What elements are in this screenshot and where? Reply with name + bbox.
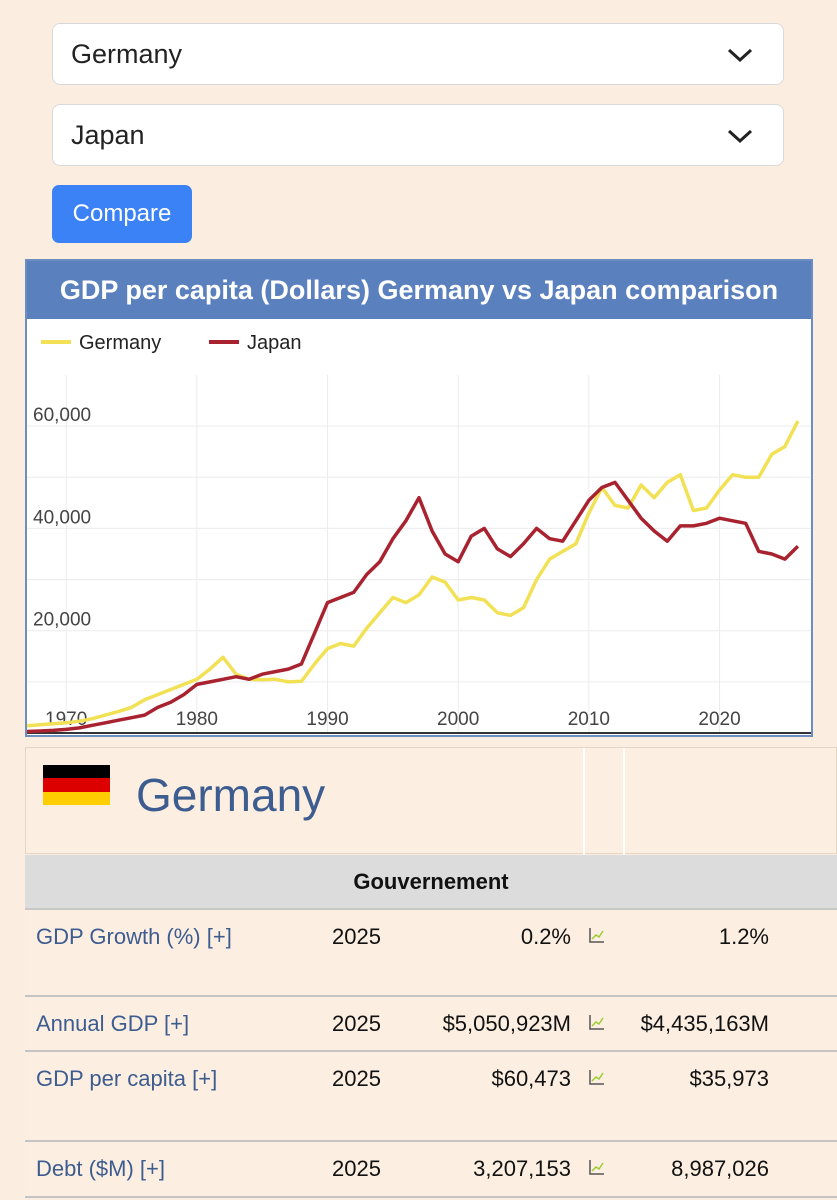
indicators-table: Gouvernement GDP Growth (%) [+] 2025 0.2…	[25, 855, 837, 1198]
x-tick-label: 1980	[176, 709, 218, 730]
row-label-link[interactable]: GDP per capita [+]	[25, 1051, 332, 1142]
country-card: Germany	[25, 747, 837, 855]
row-label-link[interactable]: Annual GDP [+]	[25, 996, 332, 1052]
table-header: Gouvernement	[25, 855, 837, 909]
x-tick-label: 2020	[698, 709, 740, 730]
japan-value: 8,987,026	[622, 1141, 770, 1198]
germany-value: $60,473	[402, 1051, 572, 1142]
table-header-label: Gouvernement	[353, 868, 509, 894]
chart-title: GDP per capita (Dollars) Germany vs Japa…	[27, 261, 811, 319]
x-tick-label: 2010	[568, 709, 610, 730]
country-select-2[interactable]: Japan	[52, 104, 784, 166]
germany-value: 0.2%	[402, 909, 572, 997]
legend-label: Japan	[247, 332, 302, 354]
country-select-1-value: Germany	[71, 39, 183, 69]
y-tick-label: 40,000	[33, 507, 91, 528]
table-row: Annual GDP [+] 2025 $5,050,923M $4,435,1…	[25, 996, 837, 1052]
flag-stripe	[43, 765, 110, 779]
country-select-1[interactable]: Germany	[52, 23, 784, 85]
japan-value: 1.2%	[622, 909, 770, 997]
japan-value: $4,435,163M	[622, 996, 770, 1052]
country-name: Germany	[136, 769, 326, 821]
germany-value: 3,207,153	[402, 1141, 572, 1198]
country-select-2-value: Japan	[71, 120, 145, 150]
mini-chart-icon[interactable]	[572, 909, 622, 997]
series-line-germany	[27, 420, 800, 728]
table-row: Debt ($M) [+] 2025 3,207,153 8,987,026	[25, 1141, 837, 1198]
flag-stripe	[43, 791, 110, 805]
x-tick-label: 1990	[306, 709, 348, 730]
japan-value: $35,973	[622, 1051, 770, 1142]
row-label-link[interactable]: GDP Growth (%) [+]	[25, 909, 332, 997]
y-tick-label: 60,000	[33, 405, 91, 426]
comparison-chart: GDP per capita (Dollars) Germany vs Japa…	[25, 259, 813, 737]
chevron-down-icon	[727, 129, 753, 144]
series-line-japan	[27, 480, 800, 734]
row-year: 2025	[332, 1141, 402, 1198]
divider	[623, 748, 625, 855]
legend-label: Germany	[79, 332, 161, 354]
divider	[583, 748, 585, 855]
mini-chart-icon[interactable]	[572, 1051, 622, 1142]
mini-chart-icon[interactable]	[572, 996, 622, 1052]
row-year: 2025	[332, 909, 402, 997]
table-row: GDP Growth (%) [+] 2025 0.2% 1.2%	[25, 909, 837, 997]
chevron-down-icon	[727, 48, 753, 63]
compare-button[interactable]: Compare	[52, 185, 192, 243]
row-year: 2025	[332, 1051, 402, 1142]
germany-value: $5,050,923M	[402, 996, 572, 1052]
row-label-link[interactable]: Debt ($M) [+]	[25, 1141, 332, 1198]
flag-stripe	[43, 778, 110, 792]
mini-chart-icon[interactable]	[572, 1141, 622, 1198]
x-tick-label: 2000	[437, 709, 479, 730]
table-row: GDP per capita [+] 2025 $60,473 $35,973	[25, 1051, 837, 1142]
y-tick-label: 20,000	[33, 610, 91, 631]
row-year: 2025	[332, 996, 402, 1052]
germany-flag-icon	[43, 765, 110, 805]
